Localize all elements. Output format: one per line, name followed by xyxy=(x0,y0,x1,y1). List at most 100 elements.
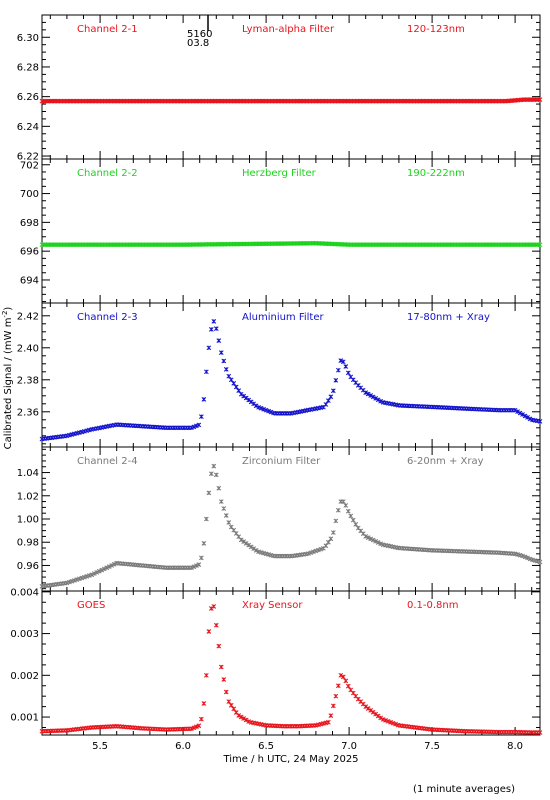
data-point xyxy=(340,674,346,680)
data-point xyxy=(527,556,533,562)
data-point xyxy=(263,407,269,413)
data-point xyxy=(238,714,244,720)
data-point xyxy=(221,677,227,682)
data-point xyxy=(333,377,339,383)
y-tick-label: 1.02 xyxy=(17,491,39,502)
y-tick-label: 2.42 xyxy=(17,311,39,322)
data-point xyxy=(525,415,530,420)
data-point xyxy=(196,723,202,729)
panel-frame xyxy=(41,590,541,736)
y-tick-label: 700 xyxy=(20,189,39,200)
data-point xyxy=(94,570,100,575)
series-markers xyxy=(39,463,543,589)
data-point xyxy=(203,369,209,375)
data-point xyxy=(345,370,351,376)
x-tick-label: 6.5 xyxy=(258,741,274,752)
time-marker-top: 5160 xyxy=(187,29,212,40)
filter-label: Xray Sensor xyxy=(242,600,303,611)
data-point xyxy=(373,396,379,401)
data-point xyxy=(328,394,334,400)
data-point xyxy=(340,359,346,365)
y-tick-label: 696 xyxy=(20,247,39,258)
y-tick-label: 6.24 xyxy=(17,122,39,133)
data-point xyxy=(194,563,199,569)
y-tick-label: 0.002 xyxy=(10,671,39,682)
data-point xyxy=(191,725,197,731)
filter-label: Lyman-alpha Filter xyxy=(242,24,335,35)
y-tick-label: 2.40 xyxy=(17,343,39,354)
data-point xyxy=(211,604,217,609)
data-point xyxy=(206,490,212,496)
data-point xyxy=(343,678,349,684)
data-point xyxy=(221,506,227,511)
wavelength-label: 190-222nm xyxy=(407,168,465,179)
data-point xyxy=(226,520,232,525)
data-point xyxy=(216,338,222,343)
panel-1: 6.22 6.24 6.26 6.28 6.30 Channel 2-1 Lyman-alp… xyxy=(17,14,543,163)
data-point xyxy=(199,716,204,722)
data-point xyxy=(261,406,266,412)
data-point xyxy=(323,402,329,407)
data-point xyxy=(345,683,351,689)
data-point xyxy=(375,540,381,545)
data-point xyxy=(109,563,115,568)
data-point xyxy=(378,398,383,404)
data-point xyxy=(333,518,339,524)
data-point xyxy=(91,571,97,576)
x-tick-label: 6.0 xyxy=(175,741,191,752)
data-point xyxy=(388,719,393,725)
data-point xyxy=(211,463,217,469)
data-point xyxy=(338,358,344,363)
channel-label: Channel 2-2 xyxy=(77,168,138,179)
panel-frame xyxy=(41,158,541,304)
data-point xyxy=(522,413,528,419)
y-tick-label: 698 xyxy=(20,218,39,229)
data-point xyxy=(218,499,224,504)
data-point xyxy=(340,499,346,504)
data-point xyxy=(323,543,329,549)
data-point xyxy=(189,726,194,732)
data-point xyxy=(233,384,239,390)
data-point xyxy=(106,564,112,569)
channel-label: Channel 2-4 xyxy=(77,456,138,467)
data-point xyxy=(243,541,249,546)
data-point xyxy=(353,521,359,527)
data-point xyxy=(512,407,518,413)
data-point xyxy=(537,242,543,248)
chart-panels: 6.22 6.24 6.26 6.28 6.30 Channel 2-1 Lyman-alp… xyxy=(10,14,543,752)
data-point xyxy=(325,719,331,725)
data-point xyxy=(241,539,247,544)
y-tick-label: 1.04 xyxy=(17,468,39,479)
y-tick-label: 0.003 xyxy=(10,629,39,640)
channel-label: GOES xyxy=(77,600,105,611)
data-point xyxy=(213,326,219,331)
series-markers xyxy=(39,319,543,442)
data-point xyxy=(203,516,209,522)
channel-label: Channel 2-1 xyxy=(77,24,138,35)
data-point xyxy=(208,471,214,477)
data-point xyxy=(330,703,336,709)
data-point xyxy=(223,513,229,518)
data-point xyxy=(196,562,202,567)
data-point xyxy=(363,390,369,395)
data-point xyxy=(350,517,356,523)
data-point xyxy=(194,423,199,429)
data-point xyxy=(345,508,351,514)
wavelength-label: 17-80nm + Xray xyxy=(407,312,490,323)
data-point xyxy=(378,541,383,547)
x-tick-label: 8.0 xyxy=(507,741,523,752)
wavelength-label: 120-123nm xyxy=(407,24,465,35)
data-point xyxy=(520,553,525,559)
series-markers xyxy=(39,604,543,735)
data-point xyxy=(363,534,369,539)
wavelength-label: 6-20nm + Xray xyxy=(407,456,484,467)
data-point xyxy=(216,643,222,649)
y-tick-label: 6.26 xyxy=(17,92,39,103)
data-point xyxy=(213,472,219,478)
averaging-footnote: (1 minute averages) xyxy=(413,784,515,795)
data-point xyxy=(537,97,543,102)
y-tick-label: 2.36 xyxy=(17,407,39,418)
data-point xyxy=(390,720,396,726)
data-point xyxy=(325,539,331,545)
